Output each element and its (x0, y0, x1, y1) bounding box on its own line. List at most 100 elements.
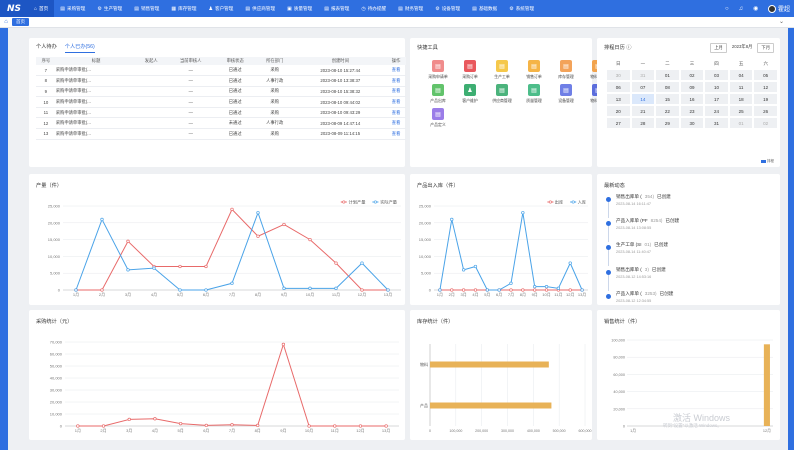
quick-tool-item[interactable]: ▤ 生产工单 (488, 60, 516, 80)
calendar-day[interactable]: 06 (607, 82, 630, 92)
calendar-day[interactable]: 17 (705, 94, 728, 104)
quick-tool-item[interactable]: ▤ 供应商管理 (488, 84, 516, 104)
menu-item-3[interactable]: ▤ 销售管理 (128, 0, 165, 17)
calendar-day[interactable]: 21 (631, 106, 655, 116)
calendar-day[interactable]: 14 (631, 94, 655, 104)
quick-tool-item[interactable]: ▤ 采购申请单 (424, 60, 452, 80)
y-tick-label: 10,000 (48, 254, 61, 259)
calendar-day[interactable]: 31 (631, 70, 655, 80)
prev-month-button[interactable]: 上月 (710, 43, 727, 53)
calendar-day[interactable]: 28 (631, 118, 655, 128)
calendar-day[interactable]: 22 (656, 106, 679, 116)
calendar-day[interactable]: 01 (656, 70, 679, 80)
tab-home[interactable]: 首页 (12, 18, 29, 26)
quick-tool-item[interactable]: ▤ 销售订单 (520, 60, 548, 80)
view-link[interactable]: 查看 (386, 86, 406, 98)
menu-item-9[interactable]: ◷ 待办提醒 (355, 0, 392, 17)
calendar-day[interactable]: 29 (656, 118, 679, 128)
bell-icon[interactable]: ♫ (738, 5, 744, 12)
calendar-day[interactable]: 09 (680, 82, 704, 92)
activity-item[interactable]: 销售出库单 (3) 已创建 2023-08-12 14:53:16 (606, 267, 679, 291)
calendar-day[interactable]: 07 (631, 82, 655, 92)
quick-tool-item[interactable]: ▤ 采购订单 (456, 60, 484, 80)
activity-item[interactable]: 销售出库单 (354) 已创建 2023-08-14 16:11:47 (606, 194, 679, 218)
menu-item-4[interactable]: ▦ 库存管理 (165, 0, 202, 17)
tab-todo[interactable]: 个人待办 (36, 44, 57, 50)
quick-tool-item[interactable]: ▤ 质量管理 (520, 84, 548, 104)
calendar-legend: 排程 (761, 159, 774, 164)
menu-item-12[interactable]: ▤ 基础数据 (466, 0, 503, 17)
calendar-day[interactable]: 20 (607, 106, 630, 116)
current-month[interactable]: 2023年8月 (731, 44, 753, 49)
calendar-day[interactable]: 02 (680, 70, 704, 80)
next-month-button[interactable]: 下月 (757, 43, 774, 53)
calendar-day[interactable]: 19 (754, 94, 777, 104)
activity-code: 8254) (650, 218, 663, 224)
production-chart: 0 5,000 10,000 15,000 20,000 25,000 1月 2月 3月 4月 5月… (48, 199, 401, 297)
avatar (768, 5, 777, 14)
calendar-day[interactable]: 11 (729, 82, 753, 92)
quick-tool-item[interactable]: ▤ 产品出库 (424, 84, 452, 104)
activity-time: 2023-08-12 12:34:55 (616, 298, 652, 303)
view-link[interactable]: 查看 (386, 128, 406, 140)
calendar-day[interactable]: 30 (607, 70, 630, 80)
quick-tool-item[interactable]: ▤ 库存管理 (552, 60, 580, 80)
view-link[interactable]: 查看 (386, 107, 406, 119)
chevron-down-icon[interactable]: ⌄ (778, 19, 784, 25)
right-edge (788, 28, 794, 450)
calendar-day[interactable]: 03 (705, 70, 728, 80)
calendar-day[interactable]: 10 (705, 82, 728, 92)
calendar-day[interactable]: 15 (656, 94, 679, 104)
timeline-dot (606, 197, 611, 202)
calendar-day[interactable]: 27 (607, 118, 630, 128)
activity-item[interactable]: 产品入库单 (PF 8254) 已创建 2023-08-14 13:08:55 (606, 218, 679, 243)
data-point (544, 288, 549, 292)
menu-item-5[interactable]: ♟ 客户管理 (202, 0, 239, 17)
view-link[interactable]: 查看 (386, 117, 406, 130)
circle-icon[interactable]: ○ (724, 5, 729, 12)
calendar-day[interactable]: 16 (680, 94, 704, 104)
menu-item-11[interactable]: ⚙ 设备管理 (429, 0, 466, 17)
calendar-day[interactable]: 08 (656, 82, 679, 92)
top-navbar: NS ⌂ 首页 ▤ 采购管理 ⚙ 生产管理 ▤ 销售管理 ▦ 库存管理 ♟ 客户管理 ▤ 供应商管理 ▣ 质量… (0, 0, 794, 17)
calendar-day[interactable]: 05 (754, 70, 777, 80)
calendar-day[interactable]: 23 (680, 106, 704, 116)
menu-item-7[interactable]: ▣ 质量管理 (281, 0, 318, 17)
eye-icon[interactable]: ◉ (753, 6, 759, 12)
calendar-day[interactable]: 04 (729, 70, 753, 80)
calendar-day[interactable]: 25 (729, 106, 753, 116)
menu-item-1[interactable]: ▤ 采购管理 (54, 0, 91, 17)
calendar-day[interactable]: 31 (705, 118, 728, 128)
menu-item-6[interactable]: ▤ 供应商管理 (239, 0, 281, 17)
quick-tool-item[interactable]: ♟ 客户维护 (456, 84, 484, 104)
calendar-day[interactable]: 13 (607, 94, 630, 104)
menu-item-2[interactable]: ⚙ 生产管理 (91, 0, 128, 17)
menu-item-10[interactable]: ▤ 财务管理 (392, 0, 429, 17)
menu-item-0[interactable]: ⌂ 首页 (28, 0, 55, 17)
activity-action: 已创建 (656, 194, 671, 199)
calendar-day[interactable]: 12 (754, 82, 777, 92)
activity-item[interactable]: 产品入库单 (3253) 已创建 2023-08-12 12:34:55 (606, 291, 679, 315)
quick-tool-item[interactable]: ▤ 设备管理 (552, 84, 580, 104)
tab-done[interactable]: 个人已办(56) (64, 43, 95, 53)
view-link[interactable]: 查看 (386, 75, 406, 87)
timeline-line (608, 202, 609, 218)
menu-item-8[interactable]: ▤ 报表管理 (318, 0, 355, 17)
data-point (178, 264, 182, 269)
data-point (360, 261, 364, 265)
user-menu[interactable]: 霍超 (768, 4, 790, 14)
calendar-day[interactable]: 24 (705, 106, 728, 116)
home-icon[interactable]: ⌂ (4, 19, 8, 25)
calendar-day[interactable]: 02 (754, 118, 777, 128)
view-link[interactable]: 查看 (386, 96, 406, 108)
activity-item[interactable]: 生产工单 (SI 01) 已创建 2023-08-14 11:40:47 (606, 242, 679, 267)
view-link[interactable]: 查看 (386, 65, 406, 77)
timeline-dot (606, 269, 611, 275)
app-logo[interactable]: NS (0, 0, 28, 17)
quick-tool-item[interactable]: ▤ 产品定义 (424, 108, 452, 128)
menu-item-13[interactable]: ⚙ 系统管理 (503, 0, 540, 17)
calendar-day[interactable]: 30 (680, 118, 704, 128)
calendar-day[interactable]: 01 (729, 118, 753, 128)
calendar-day[interactable]: 18 (729, 94, 753, 104)
calendar-day[interactable]: 26 (754, 106, 777, 116)
